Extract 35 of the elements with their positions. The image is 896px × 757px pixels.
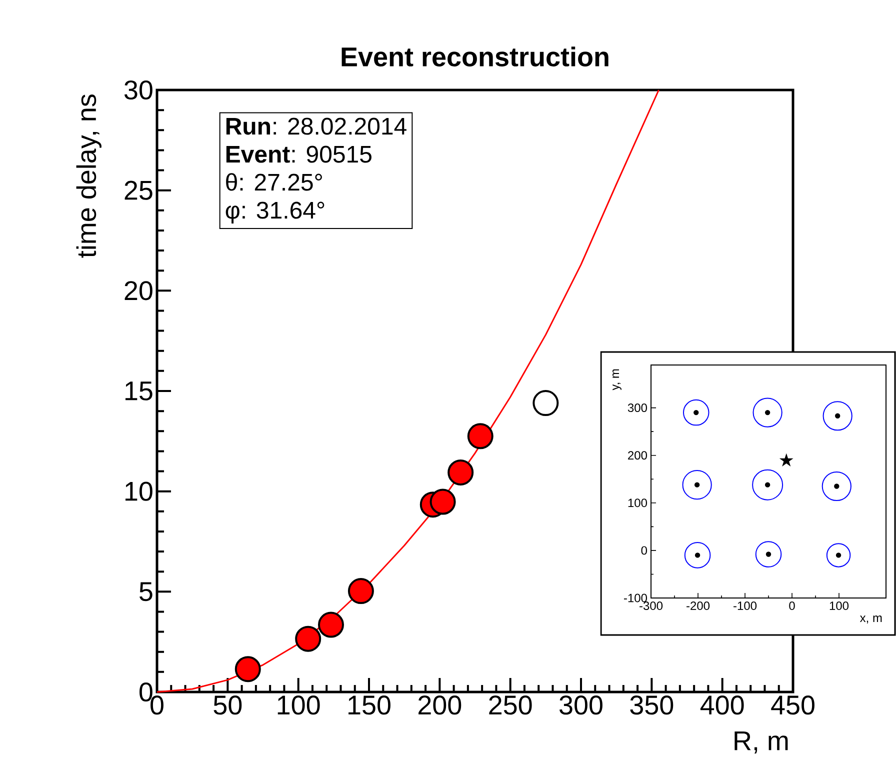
x-tick-label: 300 (560, 696, 602, 715)
y-tick-label: 10 (125, 482, 152, 501)
x-tick-label: 150 (348, 696, 390, 715)
y-tick-label: 300 (628, 404, 648, 412)
x-tick-label: 200 (418, 696, 462, 715)
annotation: Event: 90515 (226, 146, 372, 163)
y-tick-label: 0 (140, 682, 152, 702)
y-axis-title: time delay, ns (76, 94, 102, 258)
x-tick-label: 100 (830, 602, 849, 610)
x-tick-label: -200 (686, 602, 710, 610)
y-tick-label: -100 (624, 594, 648, 602)
y-axis-title: y, m (612, 369, 622, 390)
y-tick-label: 100 (628, 498, 648, 508)
y-tick-label: 5 (140, 582, 152, 602)
annotation: Run: 28.02.2014 (226, 118, 406, 135)
x-tick-label: -100 (734, 602, 757, 610)
x-tick-label: 350 (630, 696, 674, 715)
y-tick-label: 20 (124, 281, 152, 300)
y-tick-label: 15 (125, 382, 152, 400)
x-tick-label: 100 (278, 696, 320, 715)
x-tick-label: 250 (489, 696, 532, 715)
y-tick-label: 0 (641, 546, 648, 555)
x-tick-label: 50 (214, 696, 242, 715)
y-tick-label: 200 (628, 451, 648, 460)
x-axis-title: x, m (860, 616, 882, 624)
annotation: φ: 31.64° (226, 202, 324, 224)
chart-title: Event reconstruction (342, 46, 608, 67)
x-tick-label: 450 (771, 696, 814, 715)
x-tick-label: 0 (789, 602, 795, 610)
y-tick-label: 25 (124, 180, 152, 200)
x-tick-label: 400 (700, 696, 744, 715)
x-axis-title: R, m (734, 732, 788, 754)
annotation: θ: 27.25° (226, 173, 322, 191)
y-tick-label: 30 (124, 80, 152, 100)
x-tick-label: -300 (640, 602, 663, 610)
